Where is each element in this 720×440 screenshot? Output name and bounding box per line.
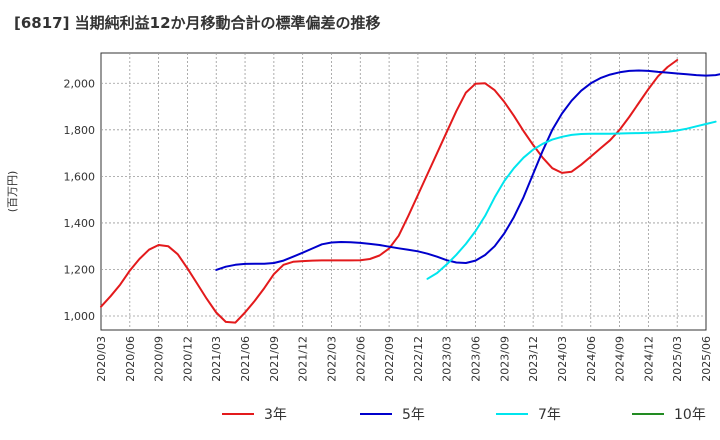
legend-label-5年: 5年 — [402, 407, 425, 423]
x-tick-label: 2025/06 — [700, 336, 713, 382]
x-tick-label: 2022/09 — [383, 336, 396, 382]
y-tick-label: 2,000 — [64, 77, 96, 90]
x-tick-label: 2021/03 — [210, 336, 223, 382]
x-tick-label: 2020/06 — [124, 336, 137, 382]
x-tick-label: 2020/12 — [181, 336, 194, 382]
x-tick-label: 2024/09 — [614, 336, 627, 382]
legend-label-7年: 7年 — [538, 407, 561, 423]
legend-label-10年: 10年 — [674, 407, 706, 423]
series-layer — [100, 59, 720, 324]
y-tick-label: 1,600 — [64, 170, 96, 183]
y-tick-label: 1,400 — [64, 217, 96, 230]
legend-label-3年: 3年 — [264, 407, 287, 423]
axis-layer: 2020/03 2020/06 2020/09 2020/12 2021/03 2021/… — [6, 77, 713, 381]
series-line-7年 — [426, 120, 717, 280]
x-tick-label: 2020/09 — [153, 336, 166, 382]
x-tick-label: 2025/03 — [671, 336, 684, 382]
legend: 3年 5年 7年 10年 — [222, 407, 706, 423]
x-tick-label: 2023/06 — [470, 336, 483, 382]
y-tick-label: 1,800 — [64, 124, 96, 137]
x-tick-label: 2024/03 — [556, 336, 569, 382]
x-tick-label: 2022/12 — [412, 336, 425, 382]
x-tick-label: 2020/03 — [95, 336, 108, 382]
x-tick-label: 2024/12 — [642, 336, 655, 382]
x-tick-label: 2024/06 — [585, 336, 598, 382]
x-tick-label: 2023/09 — [498, 336, 511, 382]
grid-layer — [100, 52, 707, 331]
y-tick-label: 1,200 — [64, 263, 96, 276]
chart-title: [6817] 当期純利益12か月移動合計の標準偏差の推移 — [14, 14, 381, 32]
series-line-5年 — [215, 69, 720, 271]
x-tick-label: 2021/06 — [239, 336, 252, 382]
x-tick-label: 2021/12 — [297, 336, 310, 382]
x-tick-label: 2023/12 — [527, 336, 540, 382]
plot-frame — [100, 52, 707, 331]
x-tick-label: 2021/09 — [268, 336, 281, 382]
x-tick-label: 2022/03 — [325, 336, 338, 382]
x-tick-label: 2022/06 — [354, 336, 367, 382]
y-tick-label: 1,000 — [64, 310, 96, 323]
x-tick-label: 2023/03 — [441, 336, 454, 382]
series-line-3年 — [100, 59, 679, 324]
y-axis-label: (百万円) — [6, 171, 19, 213]
